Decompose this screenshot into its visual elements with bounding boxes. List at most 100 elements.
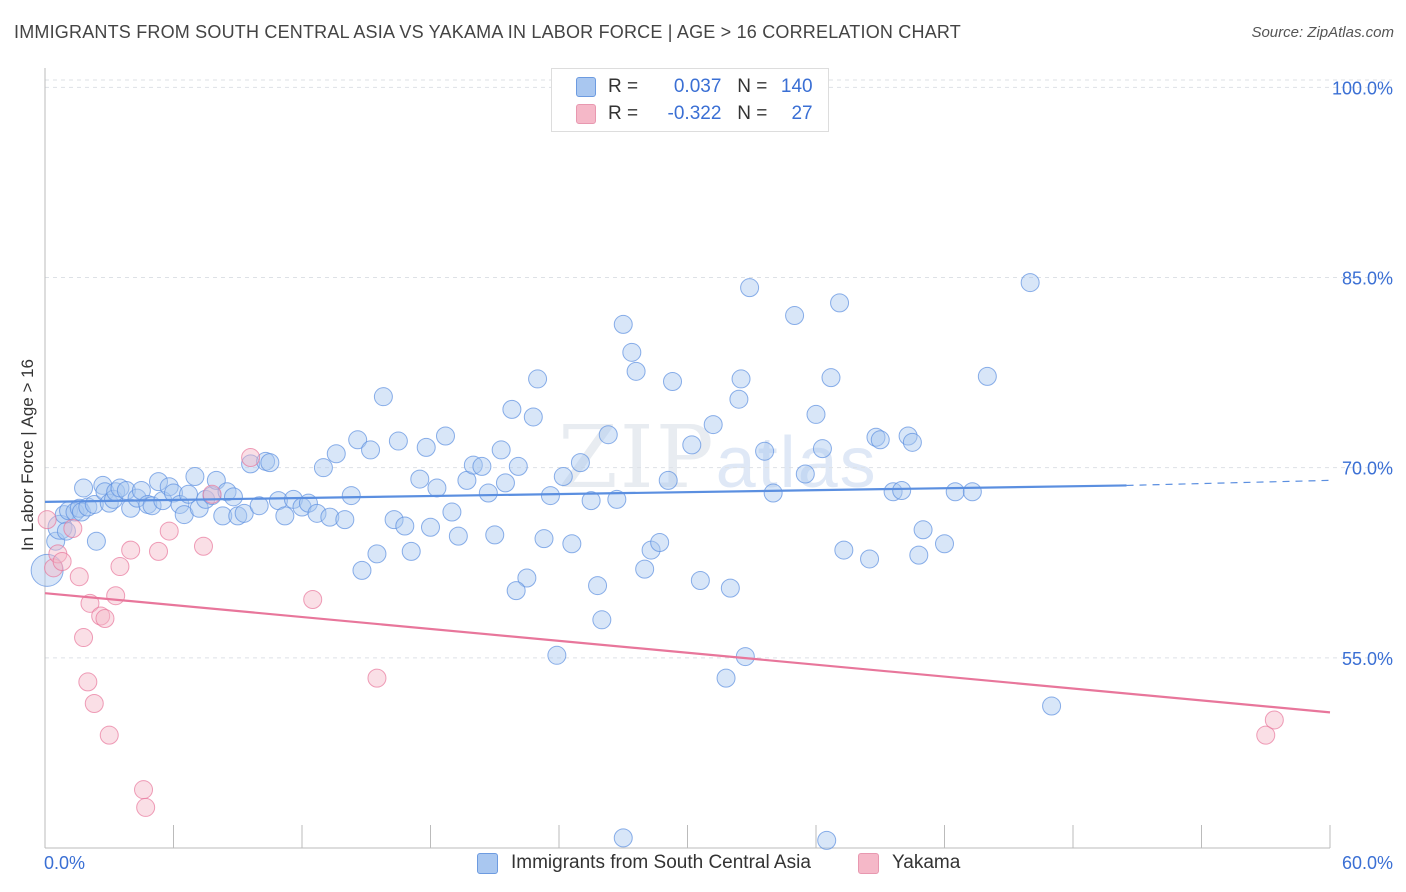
legend-r-value: 0.037 <box>673 76 722 97</box>
point-asia <box>373 387 393 407</box>
point-asia <box>528 369 548 389</box>
point-asia <box>763 483 783 503</box>
point-asia <box>581 491 601 511</box>
point-asia <box>74 478 94 498</box>
point-asia <box>720 578 740 598</box>
point-yakama <box>241 448 261 468</box>
point-asia <box>341 486 361 506</box>
point-asia <box>817 830 837 850</box>
point-yakama <box>134 780 154 800</box>
series-legend-asia: Immigrants from South Central Asia <box>477 852 811 874</box>
point-asia <box>478 483 498 503</box>
y-tick-label: 100.0% <box>1332 78 1393 98</box>
point-asia <box>307 503 327 523</box>
point-yakama <box>37 510 57 530</box>
point-asia <box>472 456 492 476</box>
point-yakama <box>303 590 323 610</box>
point-asia <box>690 571 710 591</box>
point-yakama <box>74 628 94 648</box>
point-asia <box>806 404 826 424</box>
point-asia <box>785 306 805 326</box>
chart-title: IMMIGRANTS FROM SOUTH CENTRAL ASIA VS YA… <box>14 22 961 42</box>
source-label: Source: ZipAtlas.com <box>1251 24 1394 41</box>
legend-n-label: N = <box>737 103 768 124</box>
point-asia <box>716 668 736 688</box>
point-asia <box>860 549 880 569</box>
point-asia <box>448 526 468 546</box>
point-asia <box>442 502 462 522</box>
point-asia <box>401 541 421 561</box>
x-tick-label: 60.0% <box>1342 853 1393 873</box>
point-asia <box>313 458 333 478</box>
legend-row-yakama: R = -0.322 N = 27 <box>576 103 813 125</box>
point-yakama <box>52 551 72 571</box>
point-asia <box>598 425 618 445</box>
point-yakama <box>110 557 130 577</box>
point-asia <box>367 544 387 564</box>
point-asia <box>435 426 455 446</box>
point-yakama <box>99 725 119 745</box>
legend-n-label: N = <box>737 76 768 97</box>
point-asia <box>892 480 912 500</box>
point-asia <box>164 483 183 503</box>
point-asia <box>795 464 815 484</box>
point-asia <box>588 576 608 596</box>
point-yakama <box>193 536 213 556</box>
point-yakama <box>149 541 169 561</box>
point-yakama <box>1256 725 1276 745</box>
point-yakama <box>78 672 98 692</box>
point-asia <box>977 366 997 386</box>
point-asia <box>241 454 261 474</box>
point-yakama <box>121 540 141 560</box>
x-tick-label: 0.0% <box>44 853 85 873</box>
point-asia <box>935 534 954 554</box>
point-asia <box>46 531 66 551</box>
point-yakama <box>95 609 115 629</box>
point-asia <box>962 482 982 502</box>
point-asia <box>234 503 254 523</box>
legend-r-label: R = <box>608 76 639 97</box>
point-asia <box>395 516 415 536</box>
point-asia <box>635 559 655 579</box>
point-asia <box>1020 273 1040 293</box>
point-yakama <box>136 797 156 817</box>
point-asia <box>502 399 522 419</box>
point-asia <box>534 529 554 549</box>
point-asia <box>553 467 573 487</box>
point-yakama <box>367 668 387 688</box>
series-swatch-yakama <box>858 852 879 874</box>
point-asia <box>945 482 965 502</box>
point-asia <box>622 342 642 362</box>
y-axis-label: In Labor Force | Age > 16 <box>18 358 37 552</box>
series-swatch-asia <box>477 852 498 874</box>
point-asia <box>348 430 368 450</box>
point-asia <box>703 415 723 435</box>
point-asia <box>491 440 511 460</box>
point-asia <box>613 314 633 334</box>
point-asia <box>562 534 582 554</box>
point-yakama <box>1264 710 1284 730</box>
legend-swatch-yakama <box>576 104 596 124</box>
point-asia <box>185 467 205 487</box>
point-asia <box>213 506 233 526</box>
point-asia <box>626 361 646 381</box>
point-asia <box>731 369 751 389</box>
point-asia <box>47 514 73 540</box>
point-asia <box>320 507 340 527</box>
series-label-asia: Immigrants from South Central Asia <box>511 852 811 873</box>
point-asia <box>275 506 295 526</box>
point-asia <box>547 645 567 665</box>
correlation-legend: R = 0.037 N = 140 R = -0.322 N = 27 <box>551 68 829 132</box>
point-asia <box>834 540 854 560</box>
y-tick-label: 70.0% <box>1342 459 1393 479</box>
point-asia <box>658 470 678 490</box>
point-asia <box>517 568 537 588</box>
point-asia <box>1042 696 1062 716</box>
series-legend: Immigrants from South Central Asia Yakam… <box>0 852 1406 878</box>
legend-n-value: 140 <box>780 76 813 97</box>
point-asia <box>410 469 430 489</box>
point-asia <box>384 510 404 530</box>
point-yakama <box>84 693 104 713</box>
point-yakama <box>69 567 89 587</box>
